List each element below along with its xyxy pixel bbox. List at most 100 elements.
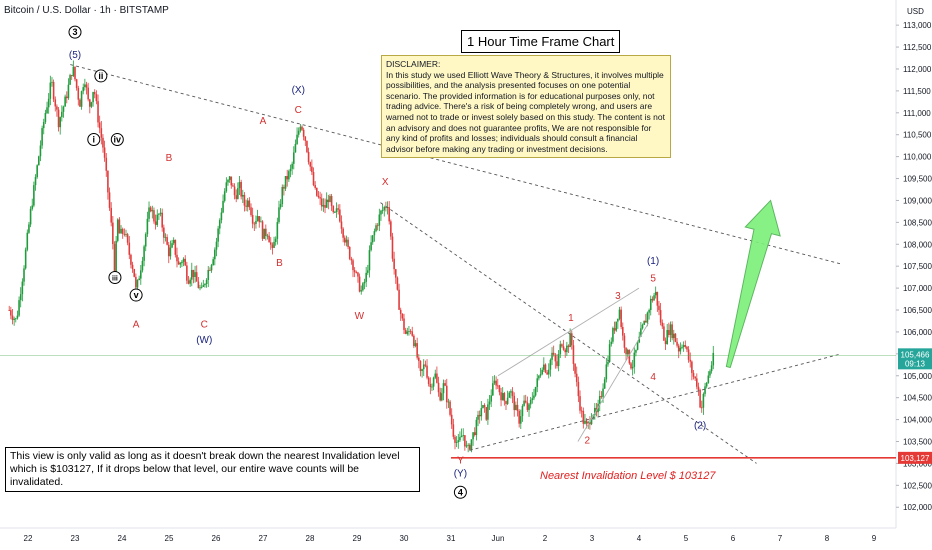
candle-body — [103, 147, 106, 158]
candle-body — [154, 221, 157, 225]
candle-body — [590, 417, 593, 425]
candle-body — [304, 136, 307, 141]
x-tick-label: 25 — [165, 534, 174, 543]
candle-body — [503, 393, 506, 402]
candle-body — [401, 313, 404, 319]
candle-body — [467, 444, 469, 446]
candle-body — [646, 312, 649, 323]
candle-body — [69, 75, 71, 85]
candle-body — [182, 258, 185, 262]
lower-trendline — [469, 353, 842, 451]
candle-body — [656, 291, 659, 306]
x-tick-label: 27 — [259, 534, 268, 543]
candle-body — [268, 235, 270, 243]
candle-body — [528, 404, 530, 410]
candle-body — [16, 315, 19, 319]
candle-body — [645, 320, 647, 323]
wave-label: C — [295, 105, 302, 116]
candle-body — [485, 407, 488, 420]
candle-body — [626, 349, 629, 355]
candle-body — [116, 219, 119, 241]
candle-body — [603, 379, 606, 389]
candle-body — [59, 117, 61, 128]
candle-body — [195, 272, 198, 282]
wave-label: (1) — [647, 256, 659, 267]
candle-body — [429, 384, 432, 387]
candle-body — [345, 239, 348, 243]
y-tick-label: 109,000 — [903, 196, 932, 205]
candle-body — [121, 228, 124, 234]
candle-body — [697, 386, 700, 390]
candle-body — [118, 219, 121, 234]
candle-body — [112, 222, 114, 245]
candle-body — [575, 373, 578, 382]
candle-body — [273, 241, 275, 248]
candle-body — [607, 361, 609, 365]
candle-body — [653, 295, 655, 301]
candle-body — [390, 221, 392, 237]
candle-body — [74, 66, 76, 80]
candle-body — [600, 396, 603, 397]
candle-body — [151, 210, 154, 212]
candle-body — [337, 208, 339, 210]
candle-body — [659, 310, 662, 323]
candle-body — [483, 405, 486, 408]
candle-body — [355, 272, 358, 274]
candle-body — [100, 128, 103, 138]
candle-body — [283, 186, 285, 189]
candle-body — [378, 214, 381, 226]
candle-body — [251, 214, 254, 224]
candle-body — [26, 232, 29, 250]
candle-body — [441, 393, 443, 401]
y-tick-label: 106,500 — [903, 306, 932, 315]
candle-body — [648, 310, 650, 313]
candle-body — [658, 305, 660, 311]
wave-label-circle — [453, 485, 467, 499]
candle-body — [248, 200, 251, 208]
candle-body — [454, 436, 456, 443]
candle-body — [464, 435, 466, 447]
candle-body — [322, 205, 325, 207]
candle-body — [176, 254, 178, 262]
candle-body — [347, 239, 349, 247]
candle-body — [65, 96, 68, 99]
candle-body — [169, 247, 172, 257]
candle-body — [143, 246, 145, 261]
candle-body — [437, 382, 440, 393]
candle-body — [113, 244, 116, 274]
wave-label: X — [382, 177, 389, 188]
wave-label: A — [260, 116, 267, 127]
symbol-title: Bitcoin / U.S. Dollar · 1h · BITSTAMP — [4, 5, 169, 16]
candle-body — [148, 207, 150, 219]
candle-body — [82, 87, 85, 92]
candle-body — [408, 330, 410, 332]
wave-label: iii — [112, 276, 118, 283]
candle-body — [289, 168, 292, 172]
wave-label: 3 — [72, 27, 77, 37]
candle-body — [250, 207, 252, 215]
candle-body — [419, 360, 422, 372]
candle-body — [209, 269, 211, 271]
candle-body — [473, 432, 476, 436]
candle-body — [582, 410, 585, 424]
candle-body — [158, 213, 160, 215]
candle-body — [187, 280, 190, 284]
candle-body — [664, 340, 667, 345]
y-tick-label: 102,000 — [903, 503, 932, 512]
candle-body — [217, 228, 219, 242]
candle-body — [393, 258, 395, 270]
x-tick-label: 6 — [731, 534, 736, 543]
candle-body — [230, 176, 233, 186]
candle-body — [93, 92, 96, 95]
x-tick-label: 8 — [825, 534, 830, 543]
wave-label: W — [355, 311, 365, 322]
candle-body — [418, 357, 420, 361]
candle-body — [115, 240, 117, 274]
invalidation-badge — [898, 451, 932, 464]
candle-body — [617, 318, 619, 322]
candle-body — [569, 333, 571, 348]
candle-body — [674, 333, 677, 342]
wave-label: ii — [98, 71, 103, 81]
candle-body — [54, 99, 57, 107]
